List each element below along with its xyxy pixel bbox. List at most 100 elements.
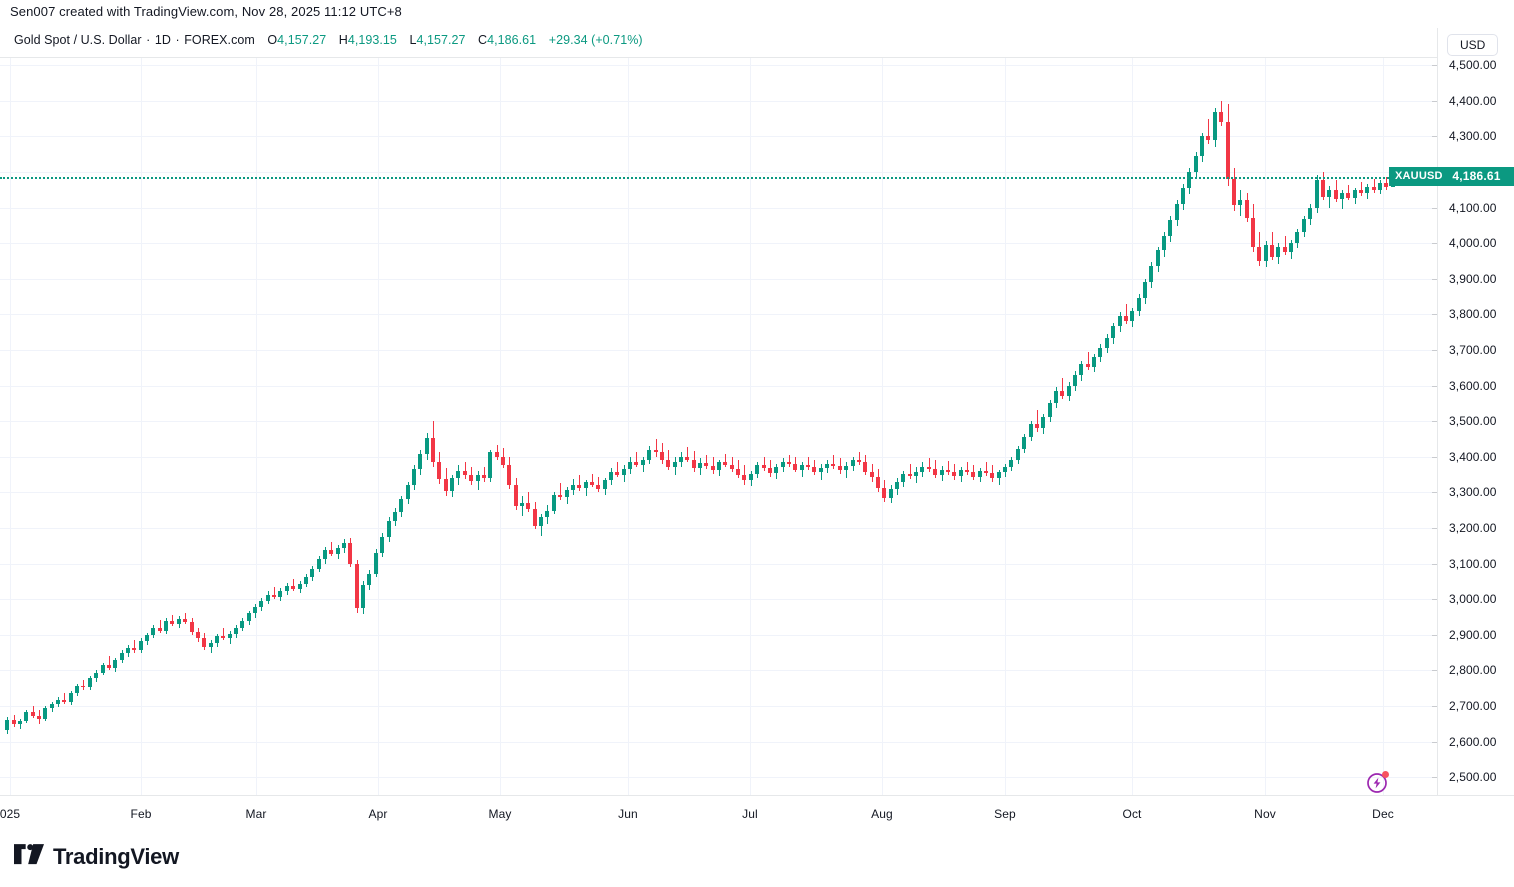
candle-body xyxy=(1327,189,1331,197)
candle-body xyxy=(704,463,708,467)
candle-body xyxy=(380,536,384,553)
candle-body xyxy=(1035,424,1039,429)
legend-interval[interactable]: 1D xyxy=(154,33,171,47)
price-axis-tick-mark xyxy=(1432,386,1437,387)
candle-body xyxy=(1175,203,1179,220)
candle-wick xyxy=(497,444,498,460)
candle-body xyxy=(1315,179,1319,208)
candle-body xyxy=(711,466,715,471)
vertical-gridline xyxy=(10,58,11,795)
candle-body xyxy=(793,463,797,470)
price-axis-tick: 3,800.00 xyxy=(1449,307,1497,322)
candle-body xyxy=(1073,374,1077,386)
candle-body xyxy=(736,468,740,475)
candle-body xyxy=(18,720,22,724)
candle-wick xyxy=(1037,410,1038,432)
candle-body xyxy=(838,466,842,471)
candle-body xyxy=(469,475,473,481)
candle-body xyxy=(425,438,429,454)
candle-body xyxy=(545,510,549,517)
candle-body xyxy=(437,461,441,479)
candle-body xyxy=(908,473,912,476)
candle-body xyxy=(393,512,397,521)
candle-body xyxy=(507,464,511,485)
candle-body xyxy=(107,664,111,669)
price-axis-tick-mark xyxy=(1432,136,1437,137)
candle-body xyxy=(901,473,905,482)
price-axis-tick: 3,200.00 xyxy=(1449,520,1497,535)
candle-body xyxy=(1226,122,1230,180)
candle-body xyxy=(654,449,658,453)
candle-body xyxy=(406,485,410,499)
horizontal-gridline xyxy=(0,635,1437,636)
candle-wick xyxy=(656,438,657,457)
chart-pane[interactable] xyxy=(0,58,1437,795)
candle-body xyxy=(1276,247,1280,257)
horizontal-gridline xyxy=(0,386,1437,387)
candle-body xyxy=(234,627,238,635)
candle-body xyxy=(139,641,143,651)
horizontal-gridline xyxy=(0,101,1437,102)
vertical-gridline xyxy=(141,58,142,795)
candle-body xyxy=(272,594,276,598)
vertical-gridline xyxy=(1265,58,1266,795)
candle-wick xyxy=(1088,352,1089,370)
legend-low: L4,157.27 xyxy=(409,33,465,47)
candle-body xyxy=(863,462,867,472)
candle-body xyxy=(1130,311,1134,322)
candle-body xyxy=(660,452,664,461)
legend-symbol-name[interactable]: Gold Spot / U.S. Dollar xyxy=(14,33,142,47)
candle-wick xyxy=(83,680,84,691)
candle-body xyxy=(959,470,963,476)
candle-body xyxy=(1003,466,1007,473)
candle-wick xyxy=(1348,184,1349,201)
candle-body xyxy=(412,468,416,486)
price-axis-tick: 2,700.00 xyxy=(1449,698,1497,713)
candle-wick xyxy=(802,461,803,478)
price-axis[interactable]: USD 4,500.004,400.004,300.004,200.004,10… xyxy=(1432,28,1514,795)
candle-body xyxy=(1295,231,1299,244)
price-axis-tick: 4,500.00 xyxy=(1449,58,1497,73)
candle-body xyxy=(240,621,244,628)
candle-body xyxy=(749,473,753,481)
candle-body xyxy=(476,475,480,481)
price-axis-tick-mark xyxy=(1432,564,1437,565)
candle-body xyxy=(190,621,194,632)
legend-separator-2: · xyxy=(175,33,180,47)
time-axis-tick: 025 xyxy=(0,807,21,821)
lightning-bolt-icon[interactable] xyxy=(1366,771,1389,794)
candle-body xyxy=(1041,416,1045,429)
symbol-price-tag[interactable]: XAUUSD xyxy=(1389,167,1449,187)
candle-body xyxy=(1238,200,1242,206)
candle-body xyxy=(514,484,518,506)
candle-body xyxy=(1029,424,1033,437)
price-axis-tick: 3,100.00 xyxy=(1449,556,1497,571)
candle-body xyxy=(1009,459,1013,467)
candle-body xyxy=(329,550,333,554)
current-price-tag[interactable]: 4,186.61 xyxy=(1438,167,1514,187)
candle-body xyxy=(444,478,448,491)
candle-body xyxy=(94,672,98,679)
legend-exchange[interactable]: FOREX.com xyxy=(184,33,255,47)
candle-wick xyxy=(833,455,834,469)
candle-wick xyxy=(1361,181,1362,197)
time-axis-tick: May xyxy=(488,807,512,821)
vertical-gridline xyxy=(500,58,501,795)
horizontal-gridline xyxy=(0,670,1437,671)
current-price-line xyxy=(0,177,1437,179)
tradingview-brand[interactable]: TradingView xyxy=(14,844,179,870)
time-axis[interactable]: 025 Feb Mar Apr May Jun Jul Aug Sep Oct Nov Dec xyxy=(0,795,1514,833)
candle-body xyxy=(1251,218,1255,247)
vertical-gridline xyxy=(750,58,751,795)
candle-body xyxy=(1200,136,1204,156)
candle-body xyxy=(1143,282,1147,298)
candle-body xyxy=(431,438,435,462)
time-axis-tick: Jul xyxy=(742,807,758,821)
candle-body xyxy=(348,542,352,565)
candle-body xyxy=(202,638,206,647)
candle-body xyxy=(285,586,289,592)
candle-body xyxy=(1384,182,1388,187)
candle-wick xyxy=(617,461,618,478)
candle-body xyxy=(88,678,92,688)
currency-badge[interactable]: USD xyxy=(1447,34,1499,56)
